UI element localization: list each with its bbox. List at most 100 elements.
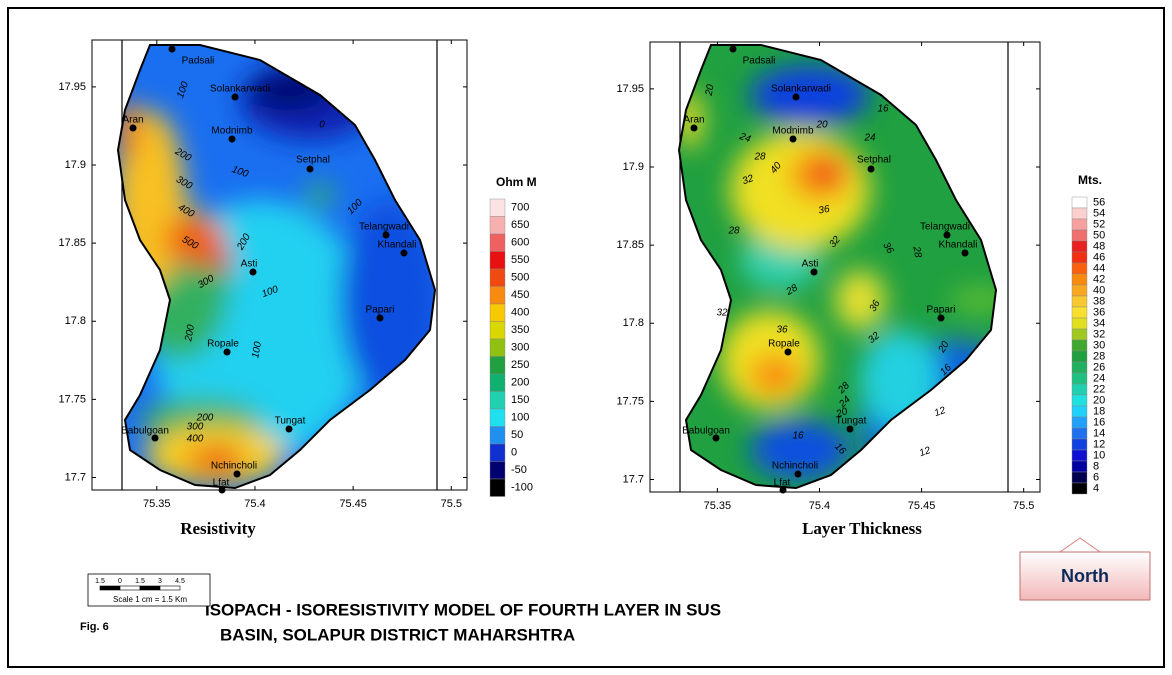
y-tick-label: 17.9 (65, 159, 86, 171)
town-label: Papari (366, 305, 395, 316)
legend-swatch (1072, 351, 1087, 362)
town-label: Padsali (182, 56, 215, 67)
x-tick-label: 75.35 (143, 498, 171, 510)
legend-swatch (490, 392, 505, 410)
y-tick-label: 17.8 (623, 317, 644, 329)
legend-label: 50 (511, 429, 523, 441)
town-label: Aran (683, 115, 704, 126)
y-tick-label: 17.95 (58, 81, 86, 93)
town-label: Asti (802, 259, 819, 270)
legend-swatch (1072, 219, 1087, 230)
legend-label: 400 (511, 307, 529, 319)
scale-segment (120, 586, 140, 590)
legend-label: 500 (511, 272, 529, 284)
scale-segment (160, 586, 180, 590)
legend-swatch (1072, 307, 1087, 318)
town-label: Khandali (939, 240, 978, 251)
scale-tick-label: 1.5 (135, 578, 145, 585)
north-label: North (1061, 566, 1109, 586)
figure-title: ISOPACH - ISORESISTIVITY MODEL OF FOURTH… (205, 600, 721, 619)
y-tick-label: 17.7 (65, 471, 86, 483)
legend-title: Mts. (1078, 173, 1102, 187)
scale-tick-label: 4.5 (175, 578, 185, 585)
y-tick-label: 17.75 (616, 395, 644, 407)
scale-segment (140, 586, 160, 590)
map-panel: 75.3575.475.4575.517.717.7517.817.8517.9… (58, 40, 536, 538)
town-marker (730, 46, 737, 53)
legend-swatch (490, 409, 505, 427)
map-title: Resistivity (180, 519, 256, 538)
legend-swatch (1072, 450, 1087, 461)
town-label: Tungat (275, 416, 306, 427)
legend-swatch (1072, 395, 1087, 406)
contour-label: 16 (877, 104, 889, 115)
legend-label: 100 (511, 412, 529, 424)
legend-swatch (490, 252, 505, 270)
contour-label: 400 (187, 434, 204, 445)
legend-swatch (490, 269, 505, 287)
contour-label: 20 (704, 83, 717, 97)
contour-label: 28 (910, 245, 923, 259)
map-title: Layer Thickness (802, 519, 922, 538)
legend-swatch (490, 199, 505, 217)
town-label: Lfat (213, 478, 230, 489)
y-tick-label: 17.9 (623, 161, 644, 173)
legend-swatch (1072, 439, 1087, 450)
contour-label: 28 (753, 152, 766, 163)
legend-label: 300 (511, 342, 529, 354)
legend-label: 650 (511, 219, 529, 231)
x-tick-label: 75.4 (244, 498, 265, 510)
legend-swatch (490, 322, 505, 340)
town-label: Telangwadi (920, 222, 970, 233)
contour-zone (835, 270, 885, 330)
legend-label: 200 (511, 377, 529, 389)
legend-swatch (1072, 230, 1087, 241)
legend-swatch (490, 304, 505, 322)
town-label: Babulgoan (682, 426, 730, 437)
y-tick-label: 17.85 (616, 239, 644, 251)
legend-swatch (490, 287, 505, 305)
x-tick-label: 75.45 (339, 498, 367, 510)
figure-title: BASIN, SOLAPUR DISTRICT MAHARSHTRA (220, 625, 575, 644)
legend-swatch (1072, 318, 1087, 329)
town-label: Aran (122, 115, 143, 126)
contour-label: 16 (792, 431, 804, 442)
town-label: Solankarwadi (771, 84, 831, 95)
legend-swatch (490, 357, 505, 375)
town-label: Babulgoan (121, 426, 169, 437)
y-tick-label: 17.75 (58, 393, 86, 405)
contour-label: 24 (863, 133, 876, 144)
legend-swatch (490, 339, 505, 357)
x-tick-label: 75.45 (908, 500, 936, 512)
town-label: Setphal (296, 155, 330, 166)
y-tick-label: 17.95 (616, 83, 644, 95)
town-marker (868, 166, 875, 173)
legend-swatch (1072, 197, 1087, 208)
town-label: Modnimb (772, 126, 814, 137)
legend-label: 550 (511, 254, 529, 266)
town-label: Nchincholi (211, 461, 257, 472)
contour-zone (305, 183, 335, 207)
legend-swatch (1072, 428, 1087, 439)
contour-label: 300 (187, 422, 204, 433)
legend-swatch (1072, 285, 1087, 296)
x-tick-label: 75.35 (704, 500, 732, 512)
legend-swatch (1072, 461, 1087, 472)
legend-swatch (1072, 329, 1087, 340)
legend-label: 600 (511, 237, 529, 249)
legend-label: 250 (511, 359, 529, 371)
legend-swatch (1072, 274, 1087, 285)
town-marker (169, 46, 176, 53)
legend-swatch (1072, 296, 1087, 307)
town-label: Setphal (857, 155, 891, 166)
town-label: Telangwadi (359, 222, 409, 233)
legend-swatch (1072, 406, 1087, 417)
x-tick-label: 75.5 (1013, 500, 1034, 512)
town-label: Tungat (836, 416, 867, 427)
contour-zone (205, 254, 235, 270)
legend-label: -50 (511, 464, 527, 476)
contour-zone (750, 355, 800, 395)
town-label: Padsali (743, 56, 776, 67)
legend-swatch (1072, 208, 1087, 219)
